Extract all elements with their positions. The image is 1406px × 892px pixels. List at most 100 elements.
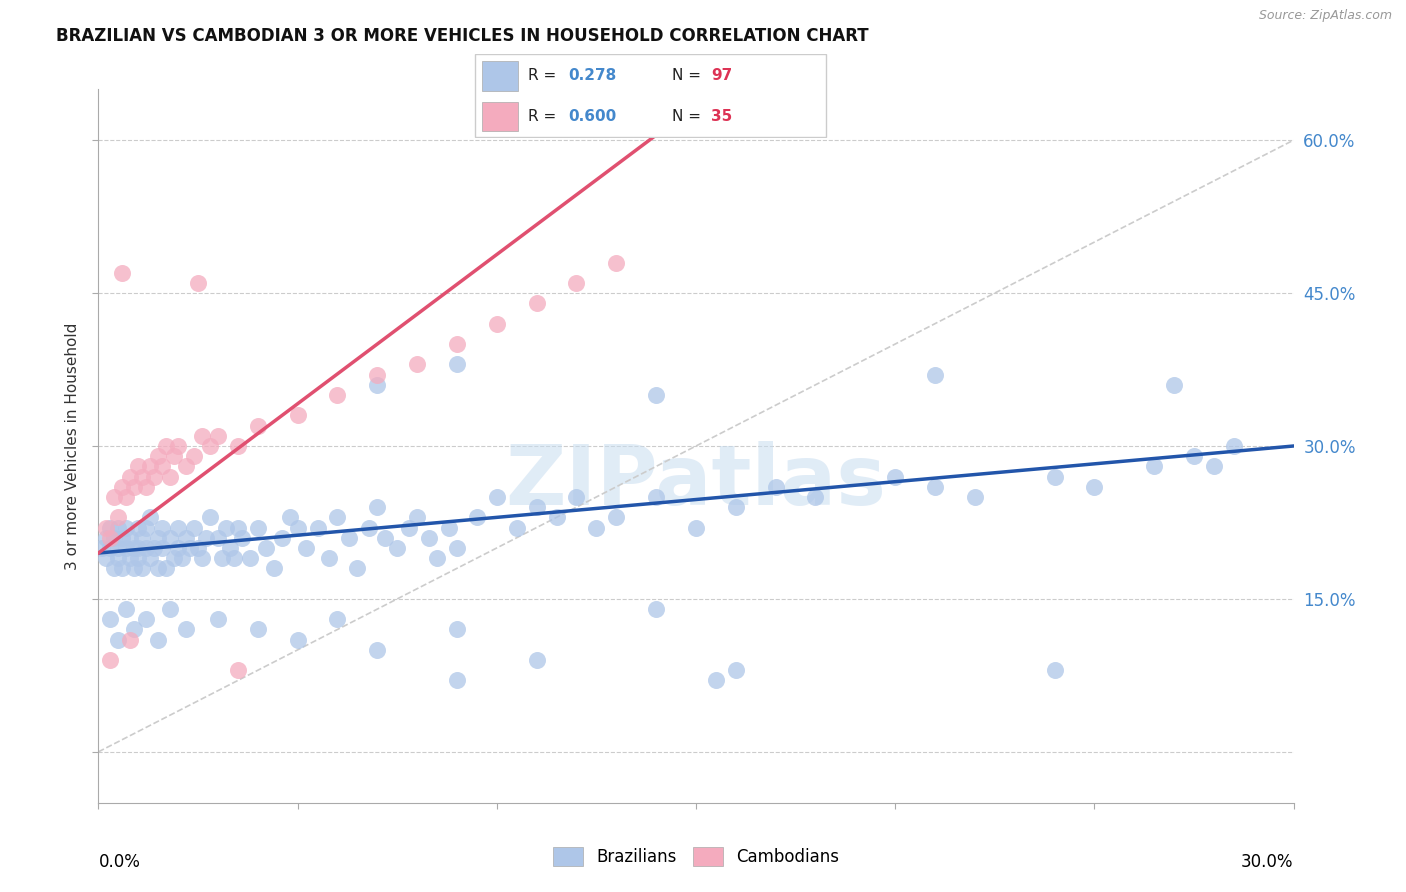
Point bbox=[148, 449, 170, 463]
Point bbox=[287, 520, 309, 534]
Point bbox=[506, 520, 529, 534]
Point bbox=[804, 490, 827, 504]
Point bbox=[406, 358, 429, 372]
Point bbox=[139, 510, 162, 524]
Point bbox=[115, 520, 138, 534]
Point bbox=[226, 439, 249, 453]
Bar bbox=[482, 62, 517, 91]
Point bbox=[96, 520, 118, 534]
Point bbox=[127, 551, 149, 566]
Point bbox=[765, 480, 787, 494]
Point bbox=[148, 531, 170, 545]
Point bbox=[120, 531, 142, 545]
Point bbox=[1043, 663, 1066, 677]
Point bbox=[226, 663, 249, 677]
Point bbox=[135, 480, 157, 494]
Point bbox=[1043, 469, 1066, 483]
Point bbox=[326, 612, 349, 626]
Text: R =: R = bbox=[529, 109, 561, 124]
Point bbox=[211, 551, 233, 566]
Point bbox=[219, 541, 242, 555]
Text: N =: N = bbox=[672, 68, 706, 83]
Point bbox=[215, 520, 238, 534]
Text: Source: ZipAtlas.com: Source: ZipAtlas.com bbox=[1258, 9, 1392, 22]
Point bbox=[155, 439, 177, 453]
Point bbox=[127, 459, 149, 474]
Point bbox=[111, 480, 134, 494]
Point bbox=[124, 623, 146, 637]
Text: 0.0%: 0.0% bbox=[98, 853, 141, 871]
Point bbox=[605, 510, 627, 524]
Point bbox=[98, 612, 122, 626]
Point bbox=[98, 541, 122, 555]
Point bbox=[179, 541, 201, 555]
Point bbox=[120, 551, 142, 566]
Point bbox=[1143, 459, 1166, 474]
Text: 97: 97 bbox=[711, 68, 733, 83]
Point bbox=[645, 602, 668, 616]
Point bbox=[167, 541, 190, 555]
Point bbox=[1202, 459, 1225, 474]
Point bbox=[131, 561, 153, 575]
Point bbox=[174, 531, 197, 545]
Y-axis label: 3 or more Vehicles in Household: 3 or more Vehicles in Household bbox=[65, 322, 80, 570]
Point bbox=[465, 510, 488, 524]
FancyBboxPatch shape bbox=[475, 54, 825, 137]
Text: 35: 35 bbox=[711, 109, 733, 124]
Point bbox=[446, 673, 468, 688]
Point bbox=[426, 551, 449, 566]
Point bbox=[270, 531, 292, 545]
Point bbox=[1223, 439, 1246, 453]
Point bbox=[187, 276, 209, 290]
Point bbox=[191, 551, 214, 566]
Text: 0.600: 0.600 bbox=[568, 109, 616, 124]
Point bbox=[120, 469, 142, 483]
Point bbox=[346, 561, 368, 575]
Point bbox=[103, 490, 125, 504]
Point bbox=[107, 551, 129, 566]
Point bbox=[326, 388, 349, 402]
Point bbox=[226, 520, 249, 534]
Point bbox=[326, 510, 349, 524]
Point bbox=[1083, 480, 1105, 494]
Point bbox=[148, 632, 170, 647]
Point bbox=[139, 459, 162, 474]
Point bbox=[385, 541, 409, 555]
Point bbox=[163, 551, 186, 566]
Point bbox=[963, 490, 986, 504]
Point bbox=[96, 531, 118, 545]
Point bbox=[103, 531, 125, 545]
Point bbox=[98, 653, 122, 667]
Point bbox=[605, 255, 627, 269]
Text: N =: N = bbox=[672, 109, 706, 124]
Point bbox=[198, 439, 221, 453]
Point bbox=[239, 551, 262, 566]
Point bbox=[485, 490, 508, 504]
Point bbox=[159, 469, 181, 483]
Point bbox=[884, 469, 907, 483]
Point bbox=[91, 541, 114, 555]
Point bbox=[294, 541, 316, 555]
Point bbox=[207, 531, 229, 545]
Point bbox=[195, 531, 218, 545]
Point bbox=[418, 531, 440, 545]
Point bbox=[115, 602, 138, 616]
Text: ZIPatlas: ZIPatlas bbox=[506, 442, 886, 522]
Point bbox=[704, 673, 727, 688]
Point bbox=[246, 623, 269, 637]
Point bbox=[107, 510, 129, 524]
Point bbox=[198, 510, 221, 524]
Point bbox=[111, 266, 134, 280]
Point bbox=[231, 531, 253, 545]
Point bbox=[135, 520, 157, 534]
Point bbox=[222, 551, 245, 566]
Point bbox=[1182, 449, 1205, 463]
Point bbox=[98, 531, 122, 545]
Point bbox=[446, 541, 468, 555]
Point bbox=[191, 429, 214, 443]
Point bbox=[485, 317, 508, 331]
Point bbox=[924, 480, 946, 494]
Point bbox=[318, 551, 340, 566]
Point bbox=[115, 490, 138, 504]
Point bbox=[526, 296, 548, 310]
